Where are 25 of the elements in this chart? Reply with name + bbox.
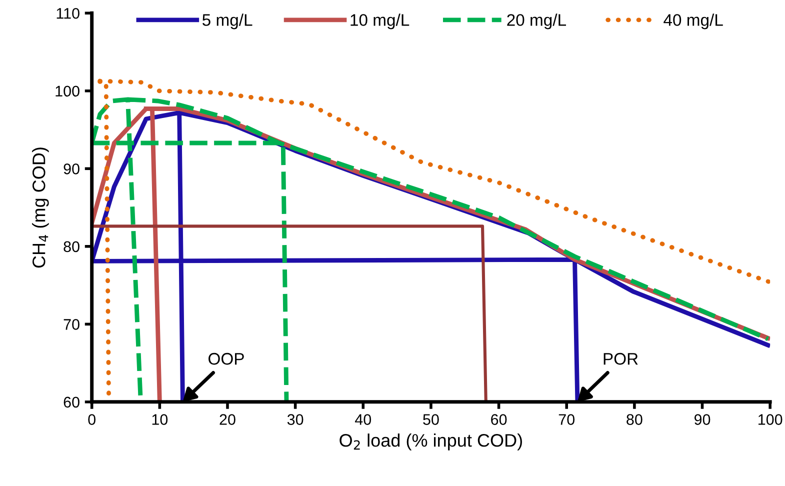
y-tick-label: 70	[64, 319, 80, 330]
x-tick-label: 100	[758, 414, 782, 425]
legend-label: 20 mg/L	[507, 14, 566, 30]
x-tick-label: 80	[626, 414, 642, 425]
x-tick-label: 60	[491, 414, 507, 425]
legend-label: 5 mg/L	[202, 14, 252, 30]
y-tick-label: 60	[64, 396, 80, 408]
y-tick-label: 100	[56, 86, 80, 97]
y-tick-label: 110	[56, 8, 80, 19]
x-tick-label: 70	[558, 414, 575, 425]
x-tick-label: 10	[152, 414, 168, 425]
x-tick-label: 50	[423, 414, 439, 425]
x-tick-label: 90	[694, 414, 710, 425]
y-tick-label: 80	[64, 241, 80, 252]
x-axis-title: O$_{2}$ load (% input COD)	[340, 434, 522, 450]
legend-label: 40 mg/L	[664, 14, 723, 30]
annotation: POR	[604, 352, 638, 365]
x-tick-label: 40	[354, 414, 372, 425]
x-tick-label: 0	[88, 414, 96, 425]
annotation: OOP	[208, 352, 244, 365]
y-tick-label: 90	[64, 164, 80, 174]
x-tick-label: 30	[287, 414, 304, 425]
legend-label: 10 mg/L	[350, 14, 410, 30]
x-tick-label: 20	[220, 414, 236, 425]
y-axis-title: CH$_{4}$ (mg COD)	[32, 148, 49, 268]
